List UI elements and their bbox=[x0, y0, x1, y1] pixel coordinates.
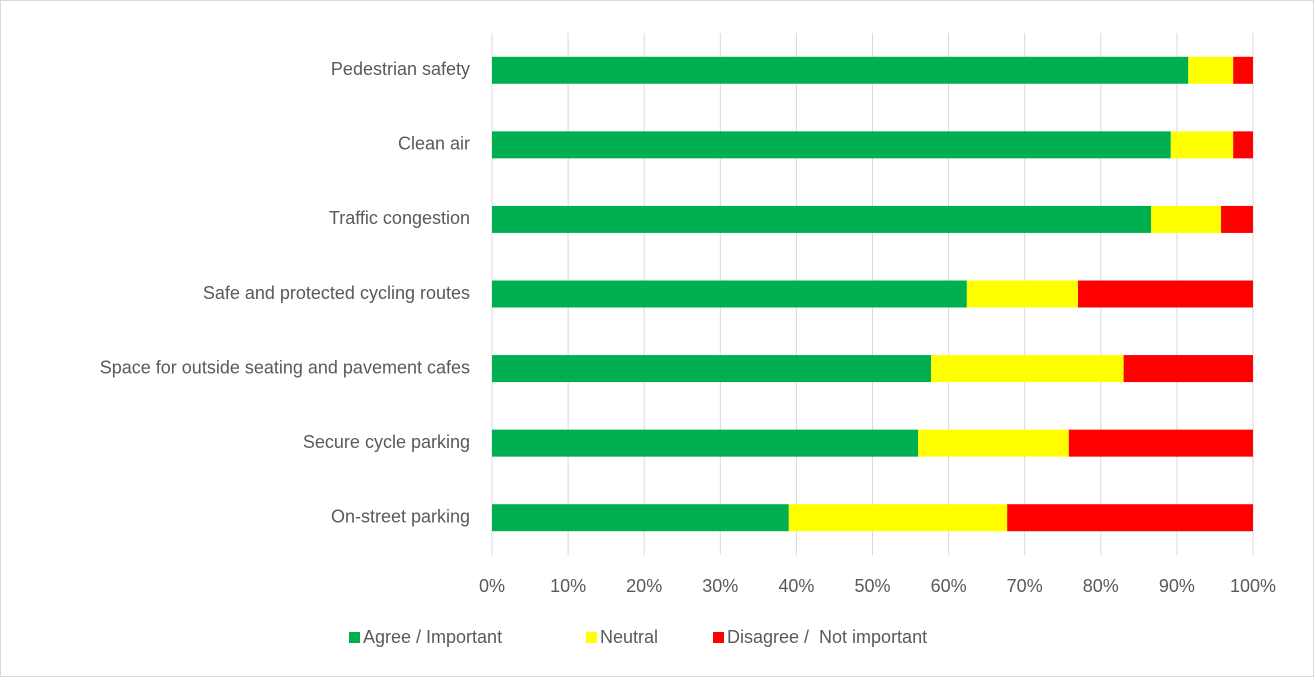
bar-segment bbox=[492, 504, 789, 532]
y-tick-label: Secure cycle parking bbox=[303, 432, 470, 452]
x-tick-label: 0% bbox=[479, 576, 505, 596]
x-tick-label: 50% bbox=[854, 576, 890, 596]
bar-segment bbox=[931, 355, 1124, 383]
legend-swatch bbox=[713, 632, 724, 643]
y-tick-label: Safe and protected cycling routes bbox=[203, 283, 470, 303]
x-tick-label: 10% bbox=[550, 576, 586, 596]
x-tick-label: 60% bbox=[931, 576, 967, 596]
bar-segment bbox=[1221, 205, 1253, 233]
bar-segment bbox=[1188, 56, 1234, 84]
legend-swatch bbox=[349, 632, 360, 643]
bar-segment bbox=[966, 280, 1078, 308]
legend-label: Agree / Important bbox=[363, 627, 502, 647]
x-tick-label: 30% bbox=[702, 576, 738, 596]
bar-segment bbox=[1233, 56, 1253, 84]
bar-segment bbox=[1077, 280, 1253, 308]
legend-label: Neutral bbox=[600, 627, 658, 647]
x-tick-label: 100% bbox=[1230, 576, 1276, 596]
bar-segment bbox=[1068, 429, 1253, 457]
x-tick-label: 90% bbox=[1159, 576, 1195, 596]
x-tick-label: 80% bbox=[1083, 576, 1119, 596]
bar-segment bbox=[788, 504, 1008, 532]
legend-swatch bbox=[586, 632, 597, 643]
x-tick-label: 40% bbox=[778, 576, 814, 596]
legend-label: Disagree / Not important bbox=[727, 627, 927, 647]
bar-segment bbox=[492, 131, 1171, 159]
bar-segment bbox=[492, 56, 1189, 84]
bar-segment bbox=[492, 429, 919, 457]
bar-segment bbox=[1170, 131, 1234, 159]
y-tick-label: Traffic congestion bbox=[329, 208, 470, 228]
bar-segment bbox=[492, 280, 967, 308]
y-tick-label: Clean air bbox=[398, 134, 470, 154]
bar-segment bbox=[1233, 131, 1253, 159]
bar-segment bbox=[1007, 504, 1253, 532]
x-tick-label: 20% bbox=[626, 576, 662, 596]
bar-segment bbox=[1151, 205, 1222, 233]
bar-segment bbox=[918, 429, 1069, 457]
x-tick-label: 70% bbox=[1007, 576, 1043, 596]
y-tick-label: On-street parking bbox=[331, 506, 470, 526]
bar-segment bbox=[492, 355, 932, 383]
bar-segment bbox=[492, 205, 1152, 233]
y-tick-label: Space for outside seating and pavement c… bbox=[100, 357, 470, 377]
y-tick-label: Pedestrian safety bbox=[331, 59, 470, 79]
bar-segment bbox=[1123, 355, 1253, 383]
